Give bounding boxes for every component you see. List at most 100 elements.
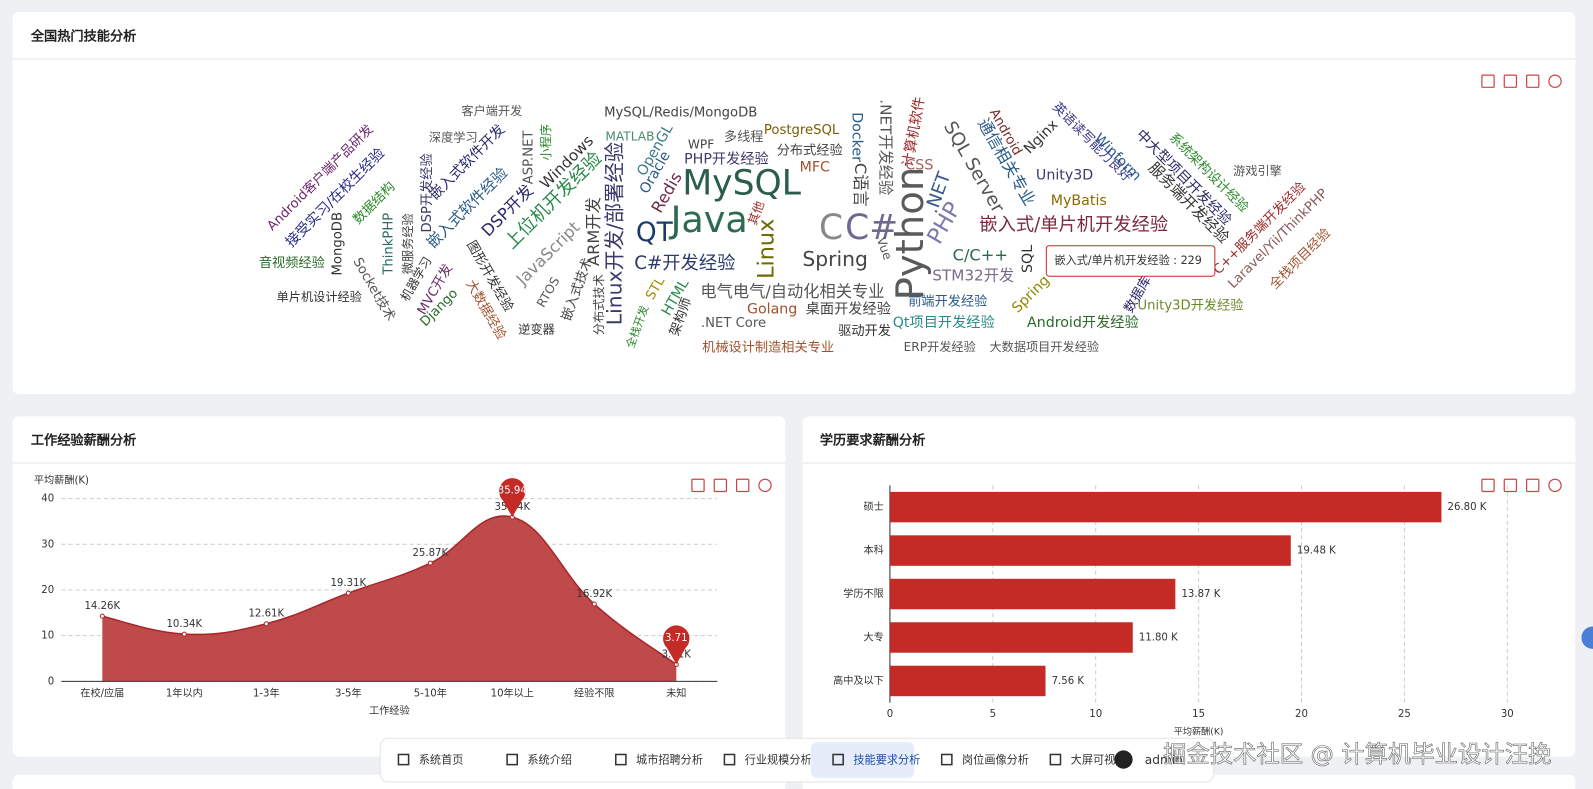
word[interactable]: C/C++ <box>953 245 1008 264</box>
word[interactable]: Docker <box>848 112 864 162</box>
value-label: 25.87K <box>412 548 448 559</box>
word[interactable]: Linux开发/部署经验 <box>603 142 627 325</box>
nav-item[interactable]: 系统介绍 <box>527 753 572 767</box>
nav-bg <box>379 737 1215 783</box>
word[interactable]: ERP开发经验 <box>904 339 976 354</box>
y-tick-label: 20 <box>41 585 54 596</box>
word[interactable]: 桌面开发经验 <box>806 301 891 318</box>
word[interactable]: MySQL/Redis/MongoDB <box>604 106 757 121</box>
word[interactable]: C <box>819 208 843 248</box>
user-name[interactable]: admin <box>1145 753 1183 767</box>
word[interactable]: MongoDB <box>331 212 346 275</box>
word[interactable]: 驱动开发 <box>838 323 891 339</box>
word[interactable]: 小程序 <box>538 124 553 161</box>
point <box>345 590 351 596</box>
word[interactable]: ASP.NET <box>521 130 536 185</box>
nav-item[interactable]: 城市招聘分析 <box>636 753 703 767</box>
x-tick-label: 未知 <box>666 687 686 700</box>
word[interactable]: PostgreSQL <box>764 123 840 138</box>
word[interactable]: MATLAB <box>605 130 654 144</box>
tooltip-text: 嵌入式/单片机开发经验 : 229 <box>1054 253 1201 267</box>
tool-icon[interactable] <box>1525 74 1540 88</box>
tool-icon[interactable] <box>1503 478 1518 493</box>
nav-icon[interactable] <box>1049 753 1062 766</box>
nav-item[interactable]: 大屏可视化 <box>1071 753 1127 767</box>
word[interactable]: ARM开发 <box>584 197 603 266</box>
word[interactable]: 大数据项目开发经验 <box>989 339 1099 354</box>
nav-icon[interactable] <box>940 753 953 766</box>
bar-chart: 0 5 10 15 20 25 30 硕士 26.80 K 本科 19.48 K 学历不限 13.87 … <box>833 485 1514 738</box>
nav-icon[interactable] <box>397 753 410 766</box>
tooltip: 嵌入式/单片机开发经验 : 229 <box>1045 245 1216 277</box>
line-chart: 平均薪酬(K) 0 10 20 30 40 在校/应届 14.26K 1年以内 10.34K 1-3… <box>34 474 718 717</box>
nav-item[interactable]: 行业规模分析 <box>745 753 812 767</box>
word[interactable]: CSS <box>905 158 933 174</box>
toolbox <box>691 478 772 493</box>
word[interactable]: 音视频经验 <box>259 254 325 271</box>
word[interactable]: 机械设计制造相关专业 <box>702 339 834 355</box>
word[interactable]: .NET开发经验 <box>876 99 894 195</box>
word[interactable]: Spring <box>802 247 868 271</box>
word[interactable]: MFC <box>800 160 830 176</box>
nav-icon[interactable] <box>506 753 519 766</box>
nav-item[interactable]: 岗位画像分析 <box>962 753 1029 767</box>
tool-icon[interactable] <box>735 478 750 493</box>
word[interactable]: DSP开发经验 <box>419 153 435 232</box>
mark-pin <box>499 478 526 518</box>
nav-icon[interactable] <box>723 753 736 766</box>
nav-icon[interactable] <box>832 753 844 766</box>
word[interactable]: 分布式经验 <box>777 142 843 158</box>
nav-item[interactable]: 技能要求分析 <box>853 753 920 767</box>
word[interactable]: STM32开发 <box>932 267 1014 285</box>
point <box>591 601 597 607</box>
word[interactable]: Qt项目开发经验 <box>893 314 995 331</box>
word[interactable]: Linux <box>754 219 780 279</box>
word[interactable]: MyBatis <box>1051 193 1107 209</box>
word[interactable]: 分布式技术 <box>592 274 606 335</box>
nav-icon[interactable] <box>614 753 627 766</box>
word[interactable]: ThinkPHP <box>381 213 396 276</box>
word[interactable]: Android开发经验 <box>1027 314 1139 331</box>
word[interactable]: Java <box>669 198 748 241</box>
word[interactable]: QT <box>636 217 674 248</box>
word[interactable]: Golang <box>747 302 797 318</box>
value-label: 16.92K <box>576 589 612 600</box>
word[interactable]: C语言 <box>851 163 870 207</box>
tool-icon[interactable] <box>1503 74 1518 88</box>
word[interactable]: Python <box>888 167 933 301</box>
y-tick-label: 30 <box>41 539 54 550</box>
word[interactable]: 深度学习 <box>429 130 478 145</box>
nav-item[interactable]: 系统首页 <box>419 753 464 767</box>
word[interactable]: 多线程 <box>724 128 764 145</box>
word[interactable]: C#开发经验 <box>634 253 735 274</box>
tool-icon[interactable] <box>691 478 705 493</box>
word[interactable]: WPF <box>688 138 714 152</box>
word[interactable]: 单片机设计经验 <box>277 289 362 304</box>
side-toggle[interactable] <box>1581 626 1593 649</box>
word[interactable]: Unity3D <box>1036 168 1093 184</box>
word[interactable]: Unity3D开发经验 <box>1138 298 1244 314</box>
word[interactable]: C# <box>845 208 898 248</box>
word[interactable]: 客户端开发 <box>461 103 522 118</box>
tool-icon[interactable] <box>1548 478 1562 493</box>
avatar[interactable] <box>1114 750 1133 769</box>
word[interactable]: 逆变器 <box>518 322 555 337</box>
word[interactable]: PHP开发经验 <box>684 150 769 167</box>
word[interactable]: 嵌入式/单片机开发经验 <box>979 214 1168 235</box>
word[interactable]: 微服务经验 <box>400 213 415 274</box>
word[interactable]: 前端开发经验 <box>908 293 987 310</box>
tool-icon[interactable] <box>1525 478 1540 493</box>
panel-title: 学历要求薪酬分析 <box>820 432 926 449</box>
word[interactable]: 电气电气/自动化相关专业 <box>700 282 884 301</box>
tool-icon[interactable] <box>758 478 772 493</box>
word[interactable]: .NET Core <box>701 316 766 331</box>
word[interactable]: 游戏引擎 <box>1233 163 1282 178</box>
word[interactable]: SQL <box>1020 245 1036 273</box>
x-tick-label: 30 <box>1501 709 1514 720</box>
word[interactable]: MySQL <box>682 163 801 203</box>
tool-icon[interactable] <box>1481 478 1495 493</box>
tool-icon[interactable] <box>713 478 728 493</box>
tool-icon[interactable] <box>1548 74 1562 88</box>
panel-title: 全国热门技能分析 <box>30 28 137 45</box>
tool-icon[interactable] <box>1481 74 1495 88</box>
